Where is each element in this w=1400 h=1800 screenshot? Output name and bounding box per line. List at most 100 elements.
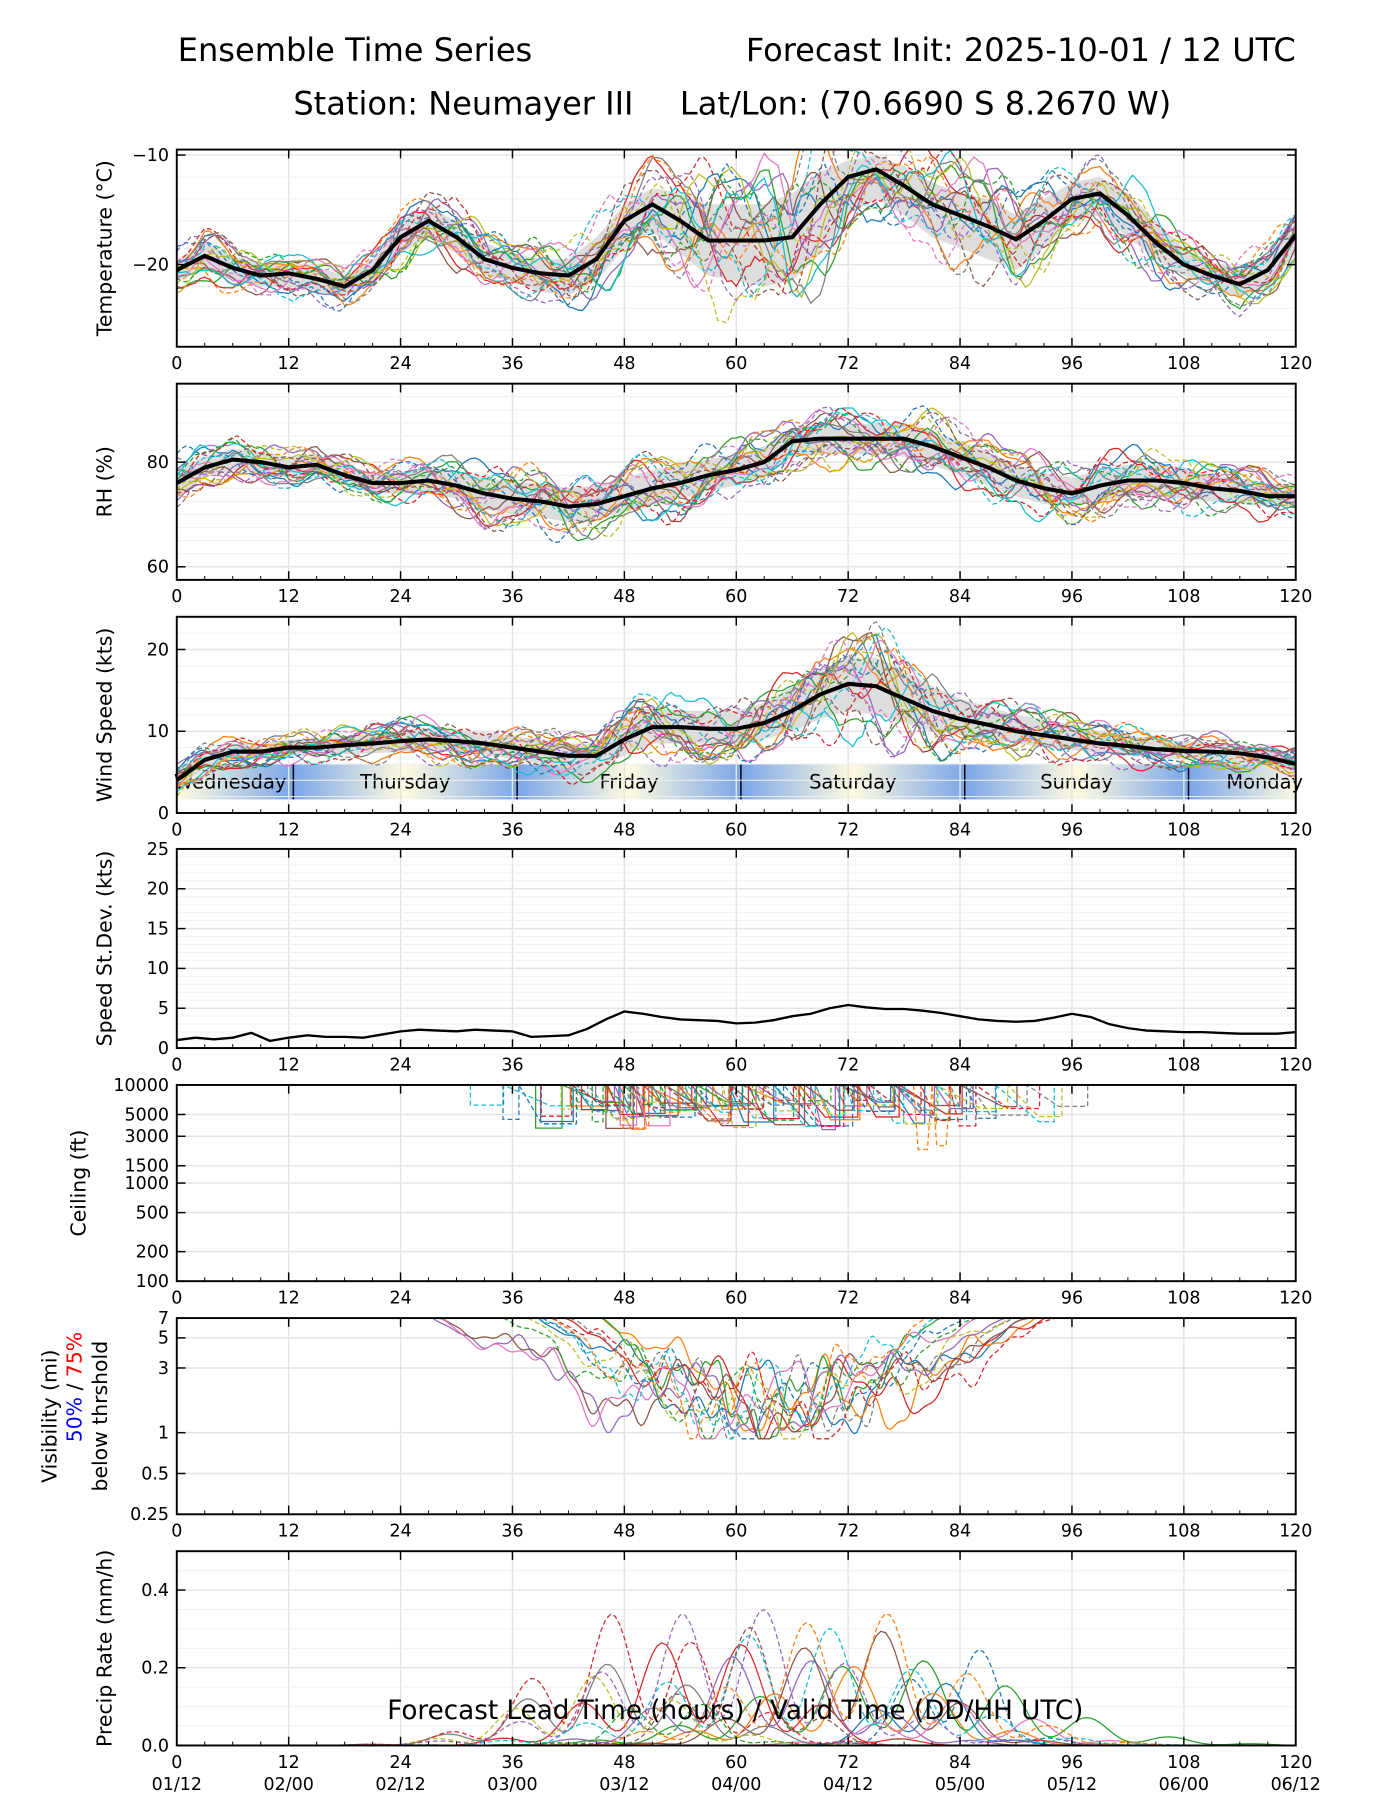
ensemble-member-line — [176, 416, 1296, 527]
visibility-member-line — [550, 1318, 928, 1440]
x-tick-label: 0 — [171, 1753, 182, 1773]
y-tick-label: 20 — [147, 640, 169, 660]
x-tick-label: 108 — [1167, 1289, 1200, 1309]
visibility-member-line — [538, 1318, 935, 1440]
ceiling-member-line — [605, 1084, 1018, 1130]
axes-visibility: 0 12 24 36 48 60 72 84 96 108 120 0.25 0.5 1 3 57 Visibi… — [37, 1309, 1312, 1542]
ensemble-member-line — [176, 407, 1296, 523]
x-tick-label: 12 — [278, 1522, 300, 1542]
ensemble-member-line — [176, 149, 1296, 303]
y-axis-label: Precip Rate (mm/h) — [93, 1550, 117, 1747]
ensemble-member-line — [176, 149, 1296, 296]
x-tick-label: 84 — [949, 1289, 971, 1309]
y-tick-label: 0.2 — [141, 1659, 169, 1679]
x-tick-label: 48 — [613, 820, 635, 840]
ensemble-member-line — [176, 412, 1296, 523]
spread-band — [176, 657, 1296, 789]
visibility-member-line — [502, 1318, 977, 1440]
ensemble-member-line — [176, 423, 1296, 541]
x-tick-label: 48 — [613, 1522, 635, 1542]
day-segment — [293, 764, 518, 800]
valid-time-label: 03/00 — [487, 1775, 537, 1795]
valid-time-label: 06/12 — [1271, 1775, 1321, 1795]
y-tick-label: 20 — [147, 880, 169, 900]
x-tick-label: 24 — [389, 1055, 411, 1075]
series-wind — [176, 621, 1296, 797]
x-tick-label: 48 — [613, 1753, 635, 1773]
series-visibility — [432, 1318, 1056, 1440]
y-tick-label: 1500 — [125, 1157, 169, 1177]
x-tick-label: 72 — [837, 1522, 859, 1542]
y-tick-label: 1 — [158, 1423, 169, 1443]
x-tick-label: 24 — [389, 354, 411, 374]
y-axis-label: Wind Speed (kts) — [93, 628, 117, 802]
ensemble-mean-line — [176, 681, 1296, 782]
y-tick-label: 10 — [147, 959, 169, 979]
x-tick-label: 60 — [725, 1522, 747, 1542]
day-segment — [964, 764, 1189, 800]
day-label-thursday: Thursday — [359, 771, 450, 794]
x-tick-label: 108 — [1167, 354, 1200, 374]
x-tick-label: 96 — [1061, 1753, 1083, 1773]
x-tick-label: 120 — [1279, 1522, 1312, 1542]
precip-member-line — [176, 1642, 1296, 1746]
valid-time-label: 04/12 — [823, 1775, 873, 1795]
y-axis-label: Speed St.Dev. (kts) — [93, 851, 117, 1047]
grid-ceiling — [176, 1084, 1297, 1282]
y-tick-label: 80 — [147, 453, 169, 473]
y-axis-label-thresholds: 50% / 75% — [63, 1332, 87, 1442]
visibility-member-line — [441, 1318, 1029, 1440]
x-tick-label: 24 — [389, 1522, 411, 1542]
y-tick-label: 0.5 — [141, 1464, 169, 1484]
x-tick-label: 108 — [1167, 587, 1200, 607]
visibility-member-line — [527, 1318, 1011, 1440]
figure-title: Ensemble Time Series — [178, 31, 533, 69]
precip-member-line — [176, 1626, 1296, 1746]
vis-75-label: 75% — [63, 1332, 87, 1377]
x-tick-label: 0 — [171, 587, 182, 607]
y-axis-label: RH (%) — [93, 446, 117, 517]
ensemble-member-line — [176, 411, 1296, 533]
x-tick-label: 108 — [1167, 1522, 1200, 1542]
x-tick-label: 12 — [278, 587, 300, 607]
x-tick-label: 96 — [1061, 1055, 1083, 1075]
x-tick-label: 72 — [837, 1753, 859, 1773]
x-tick-label: 0 — [171, 1522, 182, 1542]
x-tick-label: 0 — [171, 820, 182, 840]
station-latlon: Lat/Lon: (70.6690 S 8.2670 W) — [680, 85, 1171, 123]
visibility-member-line — [563, 1318, 1046, 1440]
y-tick-label: 0 — [158, 804, 169, 824]
axes-precip: 0 12 24 36 48 60 72 84 96 108 120 0.0 0.2 0.4 Precip R… — [93, 1550, 1321, 1795]
x-tick-label: 36 — [501, 1289, 523, 1309]
y-axis-label: Ceiling (ft) — [66, 1130, 90, 1237]
y-tick-label: 0 — [158, 1039, 169, 1059]
y-tick-label: 25 — [147, 840, 169, 860]
ensemble-member-line — [176, 638, 1296, 782]
y-tick-label: 3 — [158, 1359, 169, 1379]
y-tick-label: 500 — [136, 1203, 169, 1223]
x-tick-label: 24 — [389, 1753, 411, 1773]
x-tick-label: 60 — [725, 354, 747, 374]
x-tick-label: 48 — [613, 1289, 635, 1309]
ensemble-member-line — [176, 411, 1296, 528]
valid-time-label: 05/00 — [935, 1775, 985, 1795]
precip-member-line — [176, 1627, 1296, 1746]
ensemble-member-line — [176, 621, 1296, 779]
x-tick-label: 120 — [1279, 1289, 1312, 1309]
day-label-friday: Friday — [600, 771, 659, 794]
ensemble-member-line — [176, 149, 1296, 301]
x-tick-label: 12 — [278, 1753, 300, 1773]
y-axis-label-below: below thrshold — [88, 1341, 112, 1492]
y-tick-label: 1000 — [125, 1174, 169, 1194]
x-tick-label: 48 — [613, 587, 635, 607]
day-label-monday: Monday — [1226, 771, 1303, 794]
valid-time-label: 05/12 — [1047, 1775, 1097, 1795]
y-tick-label: 200 — [136, 1242, 169, 1262]
day-segment — [740, 764, 965, 800]
ensemble-member-line — [176, 419, 1296, 524]
y-tick-label: 100 — [136, 1272, 169, 1292]
x-tick-label: 24 — [389, 587, 411, 607]
x-tick-label: 36 — [501, 820, 523, 840]
x-tick-label: 12 — [278, 1289, 300, 1309]
x-tick-label: 120 — [1279, 354, 1312, 374]
